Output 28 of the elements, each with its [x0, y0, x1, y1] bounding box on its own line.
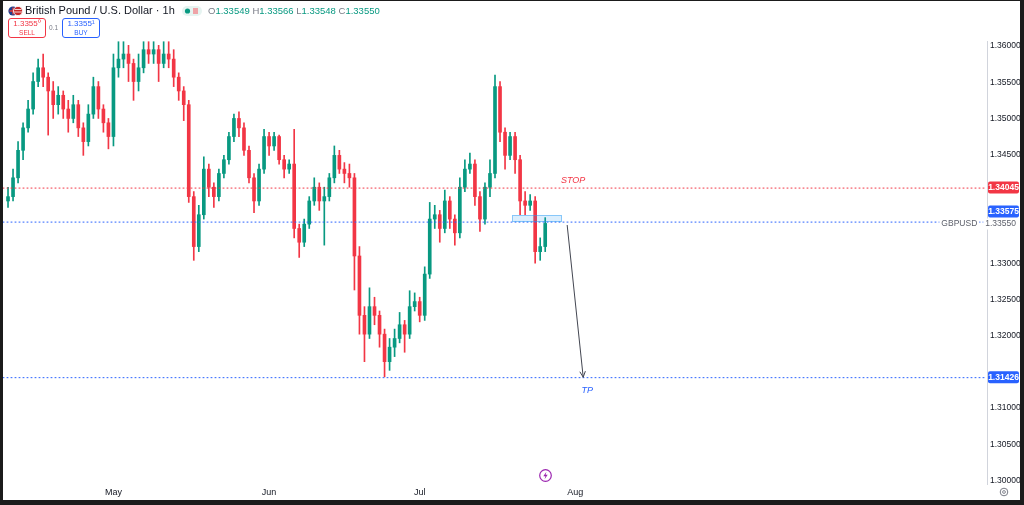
y-tick-label: 1.30000 [990, 474, 1021, 485]
y-tick-label: 1.31000 [990, 402, 1021, 413]
y-tick-label: 1.36000 [990, 40, 1021, 51]
ref-line-label: 1.34045 [988, 182, 1020, 193]
annotation: GBPUSD [941, 218, 978, 229]
candlestick [166, 41, 171, 69]
y-tick-label: 1.32000 [990, 329, 1021, 340]
chart-title: British Pound / U.S. Dollar · 1h [25, 4, 175, 17]
text: 1.3355¹ [66, 19, 96, 28]
annotation: STOP [561, 175, 586, 186]
ref-line-label: 1.31426 [988, 372, 1020, 382]
x-tick-label: Aug [567, 486, 584, 497]
chart-subtitle: O1.33549 H1.33566 L1.33548 C1.33550 [208, 5, 380, 16]
ref-line-label: 1.33575 [988, 206, 1020, 217]
x-tick-label: Jun [261, 486, 277, 497]
candlestick [523, 191, 527, 216]
y-tick-label: 1.34500 [990, 148, 1021, 159]
text: 1.3355⁰ [12, 19, 42, 28]
x-tick-label: May [104, 486, 123, 497]
y-tick-label: 1.32500 [990, 293, 1021, 304]
x-tick-label: Jul [413, 486, 426, 497]
y-tick-label: 1.30500 [990, 438, 1021, 449]
annotation: 1.33550 [985, 218, 1017, 229]
y-tick-label: 1.35500 [990, 76, 1021, 87]
y-tick-label: 1.33000 [990, 257, 1021, 268]
annotation: TP [581, 384, 593, 395]
y-tick-label: 1.35000 [990, 112, 1021, 123]
candlestick [468, 152, 472, 174]
